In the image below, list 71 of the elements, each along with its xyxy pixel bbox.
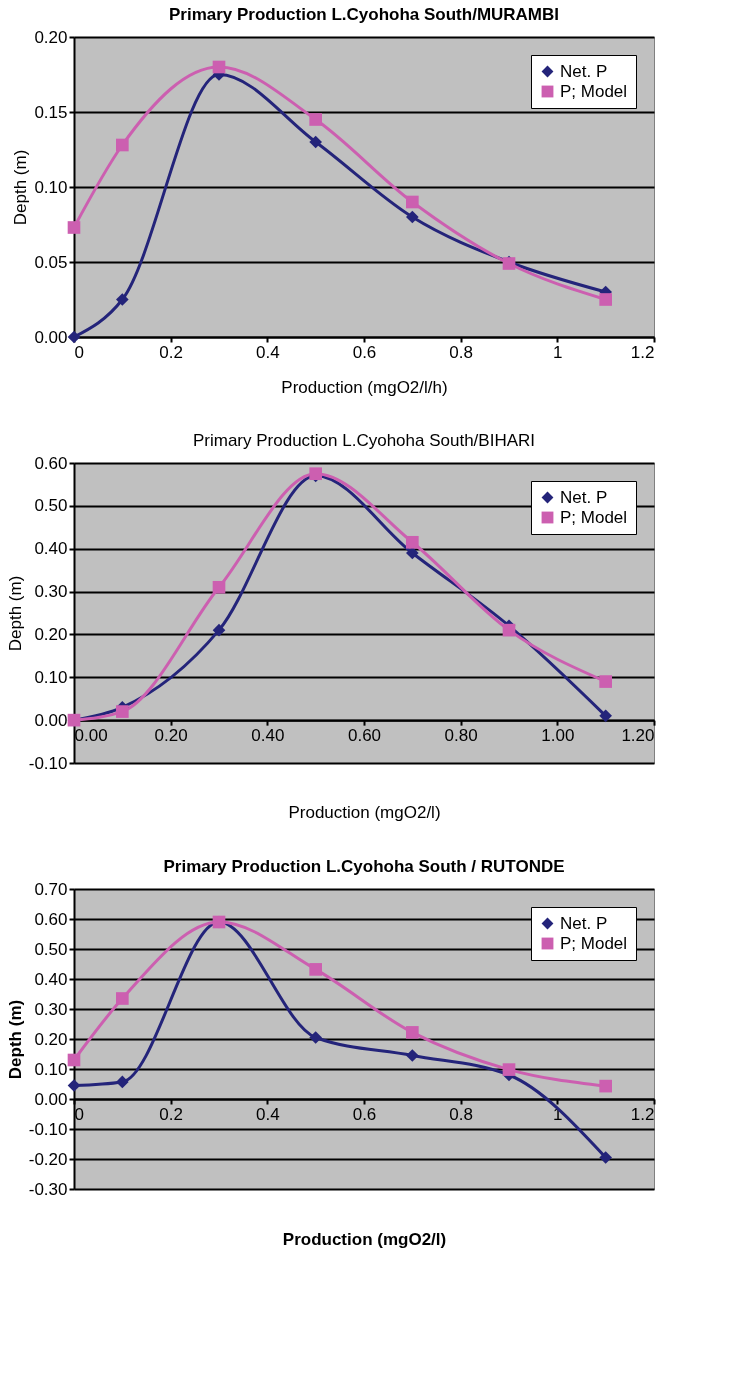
y-tick-label: 0.15 xyxy=(34,102,68,122)
y-tick-label: 0.00 xyxy=(34,710,68,730)
y-tick-label: -0.10 xyxy=(28,753,68,773)
y-tick-label: 0.50 xyxy=(34,496,68,516)
y-tick-label: 0.20 xyxy=(34,27,68,47)
point xyxy=(67,330,81,344)
point xyxy=(502,1063,516,1076)
y-tick-label: 0.40 xyxy=(34,539,68,559)
point xyxy=(309,135,322,149)
x-tick-label: 0.2 xyxy=(159,1104,183,1124)
point xyxy=(67,221,81,234)
point xyxy=(116,138,129,152)
point xyxy=(406,195,419,209)
x-tick-label: 0.8 xyxy=(449,342,473,362)
y-tick-label: 0.70 xyxy=(34,879,68,899)
x-tick-label: 0.6 xyxy=(352,342,377,362)
x-axis-title: Production (mgO2/l/h) xyxy=(281,377,448,397)
x-tick-label: 0.60 xyxy=(347,725,382,745)
chart-title: Primary Production L.Cyohoha South/MURAMBI xyxy=(168,5,560,24)
x-tick-label: 0.8 xyxy=(449,1104,473,1124)
x-tick-label: 0.20 xyxy=(154,725,188,745)
y-tick-label: 0.10 xyxy=(34,177,68,197)
point xyxy=(116,1075,129,1089)
point xyxy=(406,210,419,224)
legend-label: P; Model xyxy=(560,933,628,953)
x-tick-label: 0.2 xyxy=(159,342,183,362)
legend-label: Net. P xyxy=(560,487,608,507)
x-tick-label: 0.6 xyxy=(352,1104,377,1124)
legend-label: P; Model xyxy=(560,507,628,527)
y-tick-label: 0.20 xyxy=(34,1029,68,1049)
x-tick-label: 1.20 xyxy=(621,725,655,745)
point xyxy=(67,1079,81,1092)
x-tick-label: 1 xyxy=(553,342,563,362)
x-tick-label: 0.4 xyxy=(256,342,280,362)
y-tick-label: -0.10 xyxy=(28,1119,68,1139)
y-axis-title: Depth (m) xyxy=(5,575,25,652)
point xyxy=(212,60,226,74)
chart-title: Primary Production L.Cyohoha South / RUTONDE xyxy=(163,857,565,876)
legend-label: Net. P xyxy=(560,61,608,81)
y-axis-title: Depth (m) xyxy=(11,149,31,226)
x-axis-title: Production (mgO2/l) xyxy=(282,1229,447,1249)
point xyxy=(599,1079,612,1093)
chart-title: Primary Production L.Cyohoha South/BIHARI xyxy=(192,431,536,450)
y-tick-label: -0.20 xyxy=(28,1149,68,1169)
x-tick-label: 1.2 xyxy=(630,342,655,362)
y-tick-label: 0.40 xyxy=(34,969,68,989)
y-tick-label: 0.20 xyxy=(34,624,68,644)
y-tick-label: 0.10 xyxy=(34,667,68,687)
y-tick-label: 0.60 xyxy=(34,909,68,929)
y-tick-label: 0.10 xyxy=(34,1059,68,1079)
x-tick-label: 0.40 xyxy=(251,725,285,745)
x-tick-label: 1.2 xyxy=(630,1104,655,1124)
legend-label: P; Model xyxy=(560,81,628,101)
x-tick-label: 1.00 xyxy=(541,725,575,745)
point xyxy=(67,1053,81,1067)
x-tick-label: 0 xyxy=(74,342,84,362)
x-tick-label: 0.00 xyxy=(74,725,108,745)
x-tick-label: 0 xyxy=(74,1104,84,1124)
x-tick-label: 0.4 xyxy=(256,1104,280,1124)
y-tick-label: 0.30 xyxy=(34,999,68,1019)
y-tick-label: -0.30 xyxy=(28,1179,68,1199)
y-axis-title: Depth (m) xyxy=(5,999,25,1080)
y-tick-label: 0.05 xyxy=(34,252,68,272)
legend-label: Net. P xyxy=(560,913,608,933)
y-tick-label: 0.60 xyxy=(34,453,68,473)
x-tick-label: 0.80 xyxy=(444,725,478,745)
y-tick-label: 0.30 xyxy=(34,582,68,602)
x-axis-title: Production (mgO2/l) xyxy=(288,803,441,823)
y-tick-label: 0.50 xyxy=(34,939,68,959)
y-tick-label: 0.00 xyxy=(34,327,68,347)
y-tick-label: 0.00 xyxy=(34,1089,68,1109)
